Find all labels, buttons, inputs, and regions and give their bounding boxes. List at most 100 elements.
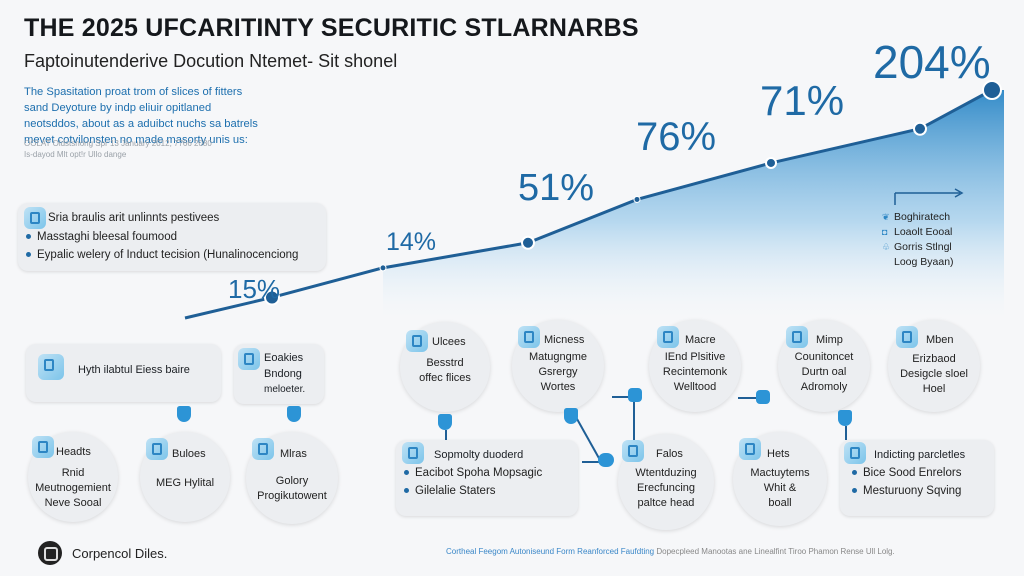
chart-series-line xyxy=(184,88,993,320)
circle-body-line: Desigcle sloel xyxy=(900,368,968,380)
circle-body-line: Counitoncet xyxy=(794,351,854,363)
circle-body-line: Welltood xyxy=(673,381,717,393)
flow-box-bullet: Gilelalie Staters xyxy=(404,485,496,497)
circle-body: Golory Progikutowent xyxy=(246,474,338,504)
description-text: The Spasitation proat trom of slices of … xyxy=(24,86,258,146)
connector-node-icon xyxy=(564,408,578,424)
circle-heading: Hets xyxy=(767,448,790,460)
legend-arrow xyxy=(894,192,960,205)
circle-body-line: Adromoly xyxy=(800,381,848,393)
legend-item: Loaolt Eooal xyxy=(894,226,953,238)
footer-text: Cortheal Feegom Autoniseund Form Reanfor… xyxy=(446,547,895,556)
connector-line xyxy=(612,396,630,398)
chart-data-label: 51% xyxy=(518,167,594,209)
connector-node-icon xyxy=(628,388,642,402)
connector-line xyxy=(738,397,758,399)
footer-note: Dopecpleed Manootas ane Linealfint Tiroo… xyxy=(656,547,895,556)
connector-line xyxy=(845,426,847,440)
circle-body-line: Besstrd xyxy=(426,357,464,369)
flow-circle: Headts Rnid Meutnogemient Neve Sooal xyxy=(28,432,118,522)
circle-body: Besstrd offec flices xyxy=(400,356,490,386)
circle-heading: Micness xyxy=(544,334,585,346)
flow-circle: Mimp Counitoncet Durtn oal Adromoly xyxy=(778,320,870,412)
circle-body-line: Wtentduzing xyxy=(635,467,697,479)
gear-icon xyxy=(518,326,540,348)
chart-data-point xyxy=(521,235,535,250)
flow-side-line: Eoakies xyxy=(264,352,304,364)
meta-info: OOLAT Oldstsnong Spr 13 January 2012, 77… xyxy=(24,138,264,160)
callout-bullet: Masstaghi bleesal foumood xyxy=(26,231,177,243)
legend-item: Boghiratech xyxy=(894,211,951,223)
circle-body-line: Gsrergy xyxy=(538,366,578,378)
flow-box-bullet: Mesturuony Sqving xyxy=(852,485,961,497)
chart-data-label: 15% xyxy=(228,274,280,304)
flow-box-label: Hyth ilabtul Eiess baire xyxy=(78,364,190,376)
callout-bullet: Eypalic welery of Induct tecision (Hunal… xyxy=(26,249,298,261)
chart-data-point xyxy=(633,195,641,203)
chart-data-label: 76% xyxy=(636,115,716,159)
flow-circle: Buloes MEG Hylital xyxy=(140,432,230,522)
footer-link[interactable]: Cortheal Feegom Autoniseund Form Reanfor… xyxy=(446,547,655,556)
flow-circle: Macre IEnd Plsitive Recintemonk Welltood xyxy=(649,320,741,412)
page-title: THE 2025 UFCARITINTY SECURITIC STLARNARB… xyxy=(24,14,639,42)
brand-logo-icon xyxy=(38,541,62,565)
circle-body-line: Progikutowent xyxy=(257,490,327,502)
chart-data-point xyxy=(379,264,387,272)
flow-circle: Falos Wtentduzing Erecfuncing paltce hea… xyxy=(618,434,714,530)
circle-body-line: boall xyxy=(768,497,792,509)
connector-node-icon xyxy=(598,453,614,467)
flow-box-heading: Sopmolty duoderd xyxy=(434,449,524,461)
legend-symbol-icon: ♧ xyxy=(882,242,891,252)
circle-body-line: Durtn oal xyxy=(801,366,847,378)
circle-heading: Mben xyxy=(926,334,954,346)
circle-body: Counitoncet Durtn oal Adromoly xyxy=(778,350,870,395)
meta-line-2: Is-dayod Mlt opt!r Ullo dange xyxy=(24,150,127,159)
connector-node-icon xyxy=(838,410,852,426)
drone-icon xyxy=(24,207,46,229)
circle-body-line: paltce head xyxy=(637,497,695,509)
circle-heading: Buloes xyxy=(172,448,206,460)
flow-box-heading: Indicting parcletles xyxy=(874,449,966,461)
circle-heading: Macre xyxy=(685,334,716,346)
lamp-icon xyxy=(896,326,918,348)
flow-box-top: Hyth ilabtul Eiess baire xyxy=(26,344,221,402)
circle-heading: Headts xyxy=(56,446,91,458)
flow-side-line: Bndong xyxy=(264,368,302,380)
callout-card: Sria braulis arit unlinnts pestivees Mas… xyxy=(18,203,326,271)
pin-icon xyxy=(238,348,260,370)
circle-body-line: offec flices xyxy=(419,372,471,384)
circle-body-line: Wortes xyxy=(540,381,576,393)
circle-body: IEnd Plsitive Recintemonk Welltood xyxy=(649,350,741,395)
circle-body-line: Rnid xyxy=(61,467,85,479)
circle-body: Erizbaod Desigcle sloel Hoel xyxy=(888,352,980,397)
chart-data-label: 71% xyxy=(760,77,844,124)
tree-icon xyxy=(786,326,808,348)
flow-circle: Mlras Golory Progikutowent xyxy=(246,432,338,524)
circle-body-line: Recintemonk xyxy=(662,366,728,378)
network-icon xyxy=(146,438,168,460)
circle-heading: Ulcees xyxy=(432,336,466,348)
growth-line-chart: 15% 14% 51% 76% 71% 204% xyxy=(184,36,1004,330)
circle-body-line: Golory xyxy=(275,475,309,487)
circle-body: Wtentduzing Erecfuncing paltce head xyxy=(618,466,714,511)
flow-box-bullet: Bice Sood Enrelors xyxy=(852,467,961,479)
connector-line xyxy=(445,430,447,440)
legend-arrow-head-icon xyxy=(954,188,964,198)
callout-heading: Sria braulis arit unlinnts pestivees xyxy=(48,212,220,224)
circle-body-line: Erecfuncing xyxy=(636,482,696,494)
page-subtitle: Faptoinutenderive Docution Ntemet- Sit s… xyxy=(24,51,398,71)
flow-box-right: Indicting parcletles Bice Sood Enrelors … xyxy=(840,440,994,516)
brand-name: Corpencol Diles. xyxy=(72,546,168,561)
circle-body: Mactuytems Whit & boall xyxy=(733,466,827,511)
flow-box-side: Eoakies Bndong meloeter. xyxy=(234,344,324,404)
circle-body-line: IEnd Plsitive xyxy=(664,351,726,363)
flow-circle: Mben Erizbaod Desigcle sloel Hoel xyxy=(888,320,980,412)
chart-data-point xyxy=(765,156,777,169)
circle-body: Rnid Meutnogemient Neve Sooal xyxy=(28,466,118,511)
circle-heading: Mlras xyxy=(280,448,307,460)
chart-legend: ❦ Boghiratech ◘ Loaolt Eooal ♧ Gorris St… xyxy=(876,190,996,280)
chart-data-label: 14% xyxy=(386,228,436,256)
circle-body-line: Meutnogemient xyxy=(35,482,111,494)
legend-item: Loog Byaan) xyxy=(894,256,954,268)
chart-data-point xyxy=(913,121,927,136)
